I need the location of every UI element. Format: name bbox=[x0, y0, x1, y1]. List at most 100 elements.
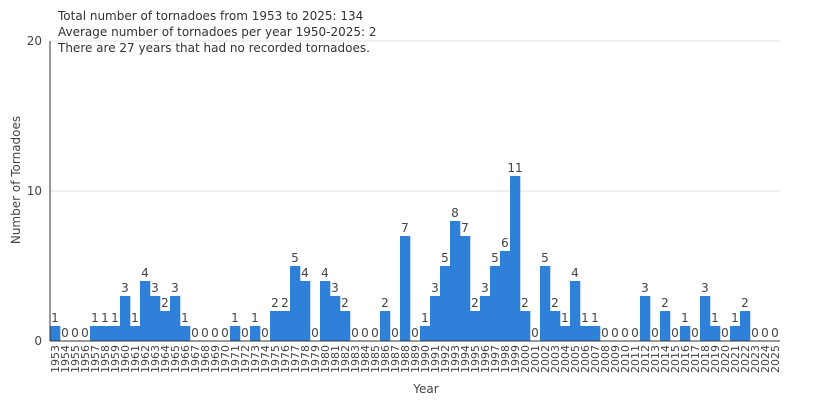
x-tick-label: 1964 bbox=[159, 345, 172, 373]
bar-value-label: 2 bbox=[521, 296, 529, 310]
x-tick-label: 2015 bbox=[669, 345, 682, 373]
bar-value-label: 8 bbox=[451, 206, 459, 220]
x-tick-label: 1971 bbox=[229, 345, 242, 373]
bar bbox=[640, 296, 651, 341]
x-tick-label: 2001 bbox=[529, 345, 542, 373]
x-tick-label: 1977 bbox=[289, 345, 302, 373]
bar bbox=[290, 266, 301, 341]
bar-value-label: 0 bbox=[81, 326, 89, 340]
x-tick-label: 1981 bbox=[329, 345, 342, 373]
bar-value-label: 0 bbox=[211, 326, 219, 340]
x-axis-title: Year bbox=[412, 382, 438, 396]
x-tick-label: 1984 bbox=[359, 345, 372, 373]
bar-value-label: 4 bbox=[301, 266, 309, 280]
bar-value-label: 4 bbox=[571, 266, 579, 280]
x-tick-label: 1966 bbox=[179, 345, 192, 373]
bar bbox=[270, 311, 281, 341]
bar-value-label: 2 bbox=[741, 296, 749, 310]
bar-value-label: 2 bbox=[161, 296, 169, 310]
bar-value-label: 0 bbox=[201, 326, 209, 340]
bar-value-label: 0 bbox=[371, 326, 379, 340]
bar-value-label: 7 bbox=[461, 221, 469, 235]
bar bbox=[510, 176, 521, 341]
bar-value-label: 3 bbox=[431, 281, 439, 295]
bar-value-label: 11 bbox=[507, 161, 522, 175]
y-axis-title: Number of Tornadoes bbox=[9, 116, 23, 244]
bar-value-label: 2 bbox=[281, 296, 289, 310]
x-tick-label: 1979 bbox=[309, 345, 322, 373]
x-tick-label: 2006 bbox=[579, 345, 592, 373]
x-tick-label: 2020 bbox=[719, 345, 732, 373]
bar bbox=[180, 326, 191, 341]
x-tick-label: 2000 bbox=[519, 345, 532, 373]
bar-value-label: 5 bbox=[291, 251, 299, 265]
bar-value-label: 0 bbox=[631, 326, 639, 340]
bar-value-label: 2 bbox=[341, 296, 349, 310]
bar bbox=[230, 326, 241, 341]
bar-value-label: 0 bbox=[61, 326, 69, 340]
gridlines bbox=[50, 40, 780, 192]
bar-value-label: 1 bbox=[111, 311, 119, 325]
bar-value-label: 0 bbox=[671, 326, 679, 340]
bar-value-label: 2 bbox=[381, 296, 389, 310]
bar-value-label: 3 bbox=[151, 281, 159, 295]
x-tick-label: 1962 bbox=[139, 345, 152, 373]
bar bbox=[150, 296, 161, 341]
bar-value-label: 0 bbox=[691, 326, 699, 340]
y-tick-label: 0 bbox=[34, 334, 42, 348]
bar bbox=[550, 311, 561, 341]
bar-value-label: 4 bbox=[321, 266, 329, 280]
bar-value-label: 0 bbox=[311, 326, 319, 340]
bar-value-label: 1 bbox=[421, 311, 429, 325]
bar-value-label: 0 bbox=[391, 326, 399, 340]
bars bbox=[50, 176, 751, 341]
y-tick-label: 10 bbox=[27, 184, 42, 198]
bar bbox=[250, 326, 261, 341]
bar bbox=[490, 266, 501, 341]
bar-value-label: 5 bbox=[541, 251, 549, 265]
bar-value-label: 0 bbox=[771, 326, 779, 340]
bar bbox=[160, 311, 171, 341]
bar-value-label: 7 bbox=[401, 221, 409, 235]
bar-value-label: 1 bbox=[591, 311, 599, 325]
x-tick-label: 1968 bbox=[199, 345, 212, 373]
x-tick-label: 1999 bbox=[509, 345, 522, 373]
bar-value-label: 5 bbox=[491, 251, 499, 265]
bar bbox=[340, 311, 351, 341]
x-tick-label: 1970 bbox=[219, 345, 232, 373]
bar-value-label: 0 bbox=[751, 326, 759, 340]
bar bbox=[680, 326, 691, 341]
bar bbox=[420, 326, 431, 341]
bar-value-label: 1 bbox=[711, 311, 719, 325]
bar bbox=[450, 221, 461, 341]
x-tick-label: 1953 bbox=[49, 345, 62, 373]
bar-value-label: 5 bbox=[441, 251, 449, 265]
x-tick-label: 2018 bbox=[699, 345, 712, 373]
x-tick-label: 1955 bbox=[69, 345, 82, 373]
x-tick-label: 1960 bbox=[119, 345, 132, 373]
bar bbox=[140, 281, 151, 341]
bar bbox=[470, 311, 481, 341]
x-tick-label: 1973 bbox=[249, 345, 262, 373]
x-tick-label: 2002 bbox=[539, 345, 552, 373]
bar-value-label: 3 bbox=[121, 281, 129, 295]
bar-value-label: 0 bbox=[721, 326, 729, 340]
x-tick-label: 2022 bbox=[739, 345, 752, 373]
bar bbox=[130, 326, 141, 341]
x-tick-label: 2008 bbox=[599, 345, 612, 373]
x-tick-label: 2013 bbox=[649, 345, 662, 373]
x-tick-label: 2014 bbox=[659, 345, 672, 373]
bar-value-label: 3 bbox=[641, 281, 649, 295]
y-axis: 0 10 20 bbox=[27, 34, 51, 348]
bar bbox=[380, 311, 391, 341]
x-tick-label: 2024 bbox=[759, 345, 772, 373]
bar-value-label: 1 bbox=[561, 311, 569, 325]
bar bbox=[590, 326, 601, 341]
bar-value-label: 0 bbox=[261, 326, 269, 340]
bar-value-label: 4 bbox=[141, 266, 149, 280]
x-tick-label: 2021 bbox=[729, 345, 742, 373]
x-tick-label: 1991 bbox=[429, 345, 442, 373]
x-tick-label: 1989 bbox=[409, 345, 422, 373]
bar-value-label: 1 bbox=[731, 311, 739, 325]
